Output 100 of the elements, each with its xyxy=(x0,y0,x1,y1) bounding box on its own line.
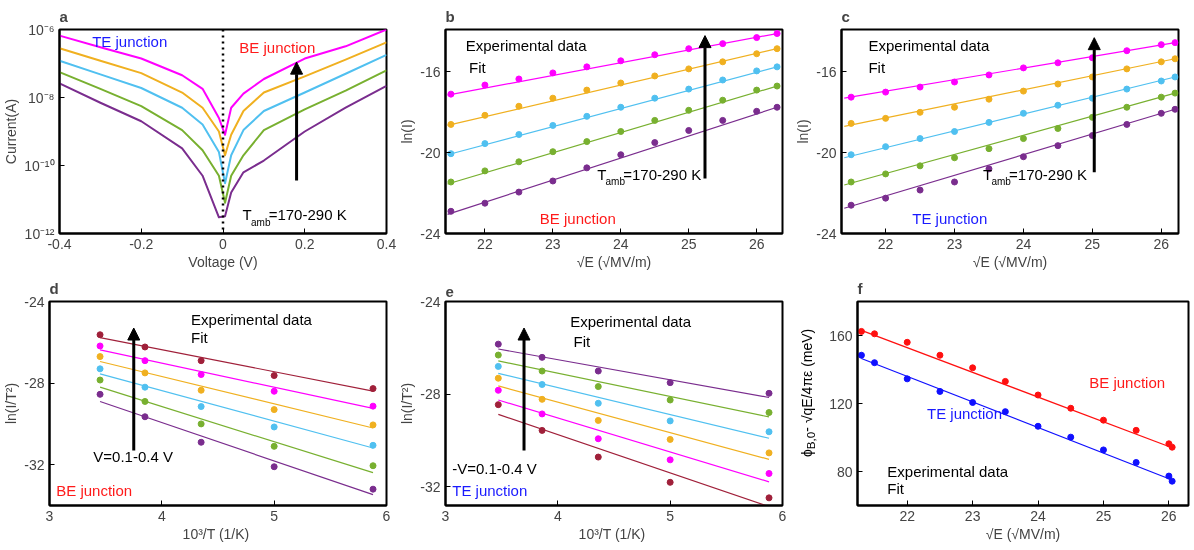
point xyxy=(538,367,546,375)
x-tick-label: 0.4 xyxy=(376,235,397,252)
point xyxy=(1171,55,1179,63)
point xyxy=(685,127,693,134)
point xyxy=(1123,85,1131,93)
point xyxy=(583,86,591,94)
point xyxy=(481,199,489,207)
point xyxy=(197,357,205,365)
line-series xyxy=(59,69,387,204)
point xyxy=(753,107,761,115)
point xyxy=(753,34,761,42)
point xyxy=(951,154,959,162)
chart-title: c xyxy=(841,7,850,25)
point xyxy=(969,364,977,372)
annotation: Fit xyxy=(469,59,487,77)
point xyxy=(594,383,602,391)
x-tick-label: 3 xyxy=(45,507,54,524)
x-tick-label: -0.2 xyxy=(129,235,154,252)
y-tick-label: 10⁻¹⁰ xyxy=(24,157,55,174)
point xyxy=(594,399,602,407)
point xyxy=(447,178,455,186)
point xyxy=(871,330,879,338)
point xyxy=(494,386,502,394)
point xyxy=(1019,87,1027,95)
point xyxy=(857,327,865,335)
x-tick-label: 4 xyxy=(157,507,166,524)
point xyxy=(369,441,377,449)
point xyxy=(1132,459,1140,466)
point xyxy=(916,83,924,91)
annotation: Fit xyxy=(573,333,592,351)
point xyxy=(753,86,761,94)
x-axis-title: 10³/T (1/K) xyxy=(578,525,646,542)
annotation: Experimental data xyxy=(887,463,1009,480)
point xyxy=(765,494,773,502)
point xyxy=(882,194,890,202)
point xyxy=(481,81,489,89)
x-tick-label: 5 xyxy=(666,507,675,524)
y-tick-label: -24 xyxy=(420,225,441,242)
point xyxy=(985,71,993,79)
x-tick-label: 22 xyxy=(899,507,916,524)
point xyxy=(1168,477,1176,485)
point xyxy=(765,389,773,397)
point xyxy=(141,413,149,421)
x-tick-label: 0.2 xyxy=(295,235,315,252)
point xyxy=(882,114,890,122)
point xyxy=(447,120,455,128)
y-tick-label: -24 xyxy=(420,293,441,310)
point xyxy=(666,478,674,486)
annotation: BE junction xyxy=(539,210,616,228)
point xyxy=(583,164,591,172)
point xyxy=(197,438,205,446)
y-tick-label: -20 xyxy=(420,144,441,161)
x-tick-label: 22 xyxy=(877,235,894,252)
y-tick-label: -32 xyxy=(420,478,441,495)
x-tick-label: 26 xyxy=(1161,507,1177,524)
point xyxy=(494,351,502,359)
annotation: TE junction xyxy=(452,482,528,500)
point xyxy=(270,372,278,380)
point xyxy=(773,103,781,111)
point xyxy=(549,94,557,102)
point xyxy=(583,63,591,71)
point xyxy=(538,410,546,418)
point xyxy=(936,387,944,395)
chart-title: f xyxy=(857,279,864,297)
y-axis-title: ln(I/T²) xyxy=(3,382,20,425)
x-tick-label: 3 xyxy=(441,507,450,524)
point xyxy=(666,435,674,443)
x-axis-title: Voltage (V) xyxy=(188,253,258,270)
y-tick-label: -16 xyxy=(420,63,441,80)
x-axis-title: √E (√MV/m) xyxy=(972,253,1048,270)
point xyxy=(369,402,377,410)
x-tick-label: 23 xyxy=(545,235,561,252)
x-tick-label: 0 xyxy=(219,235,228,252)
point xyxy=(951,128,959,135)
point xyxy=(847,151,855,159)
annotation: TE junction xyxy=(912,210,988,228)
point xyxy=(481,167,489,175)
y-tick-label: -32 xyxy=(24,456,45,473)
x-axis-title: √E (√MV/m) xyxy=(576,253,652,270)
annotation: BE junction xyxy=(56,482,133,500)
x-tick-label: 23 xyxy=(964,507,981,524)
point xyxy=(903,375,911,383)
y-tick-label: 80 xyxy=(836,463,853,480)
point xyxy=(951,103,959,111)
point xyxy=(96,342,104,350)
point xyxy=(494,340,502,348)
point xyxy=(969,398,977,406)
x-tick-label: 23 xyxy=(946,235,963,252)
point xyxy=(447,207,455,215)
point xyxy=(1054,124,1062,132)
point xyxy=(369,485,377,493)
chart-title: a xyxy=(59,7,69,25)
annotation: -V=0.1-0.4 V xyxy=(452,459,537,477)
x-tick-label: -0.4 xyxy=(47,235,72,252)
annotation: BE junction xyxy=(1089,374,1166,392)
chart-title: e xyxy=(445,282,454,300)
x-tick-label: 6 xyxy=(382,507,391,524)
point xyxy=(666,417,674,425)
x-tick-label: 25 xyxy=(680,235,697,252)
x-tick-label: 26 xyxy=(1153,235,1170,252)
